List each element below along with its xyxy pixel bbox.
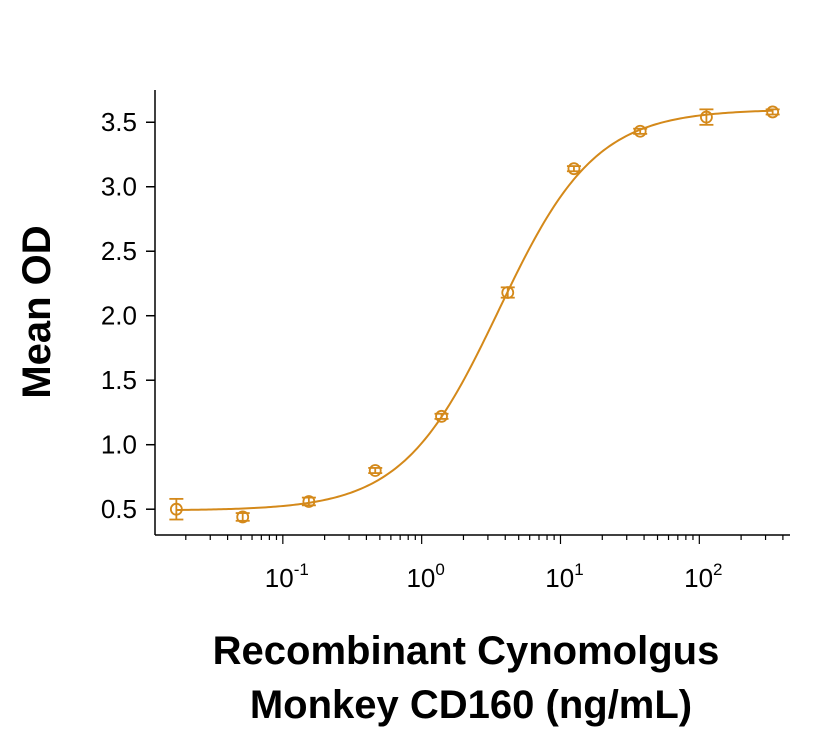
data-point: [700, 110, 713, 124]
x-tick-base: 10: [265, 563, 294, 593]
data-point: [766, 105, 780, 119]
y-tick-label: 2.0: [101, 301, 137, 331]
x-tick-base: 10: [684, 563, 713, 593]
data-point: [302, 495, 316, 508]
x-axis-title-line-1: Recombinant Cynomolgus: [213, 629, 720, 673]
points-layer: [169, 105, 780, 524]
fit-curve: [176, 109, 773, 511]
x-tick-exponent: -1: [294, 560, 309, 579]
y-tick-label: 1.0: [101, 430, 137, 460]
data-point: [633, 124, 647, 138]
y-axis-title: Mean OD: [15, 225, 59, 398]
x-tick-label: 10-1: [265, 560, 309, 593]
x-axis-title-line-2: Monkey CD160 (ng/mL): [250, 683, 692, 727]
y-tick-label: 3.5: [101, 107, 137, 137]
data-point: [368, 464, 382, 477]
x-tick-label: 101: [545, 560, 583, 593]
data-point: [236, 510, 250, 524]
x-tick-label: 102: [684, 560, 722, 593]
x-tick-exponent: 2: [713, 560, 722, 579]
y-tick-label: 0.5: [101, 494, 137, 524]
y-tick-label: 3.0: [101, 172, 137, 202]
data-point: [435, 409, 448, 423]
y-tick-label: 1.5: [101, 365, 137, 395]
data-point: [169, 502, 183, 516]
x-tick-base: 10: [406, 563, 435, 593]
x-tick-base: 10: [545, 563, 574, 593]
x-tick-label: 100: [406, 560, 444, 593]
data-point: [567, 162, 581, 176]
y-ticks: 0.5 1.0 1.5 2.0 2.5 3.0 3.5: [101, 107, 155, 524]
x-tick-exponent: 0: [435, 560, 444, 579]
x-ticks: 10-1 100 101 102: [185, 535, 784, 593]
fit-layer: [176, 109, 773, 511]
y-tick-label: 2.5: [101, 236, 137, 266]
axes: [154, 90, 790, 536]
x-tick-exponent: 1: [574, 560, 583, 579]
data-point: [501, 286, 515, 299]
